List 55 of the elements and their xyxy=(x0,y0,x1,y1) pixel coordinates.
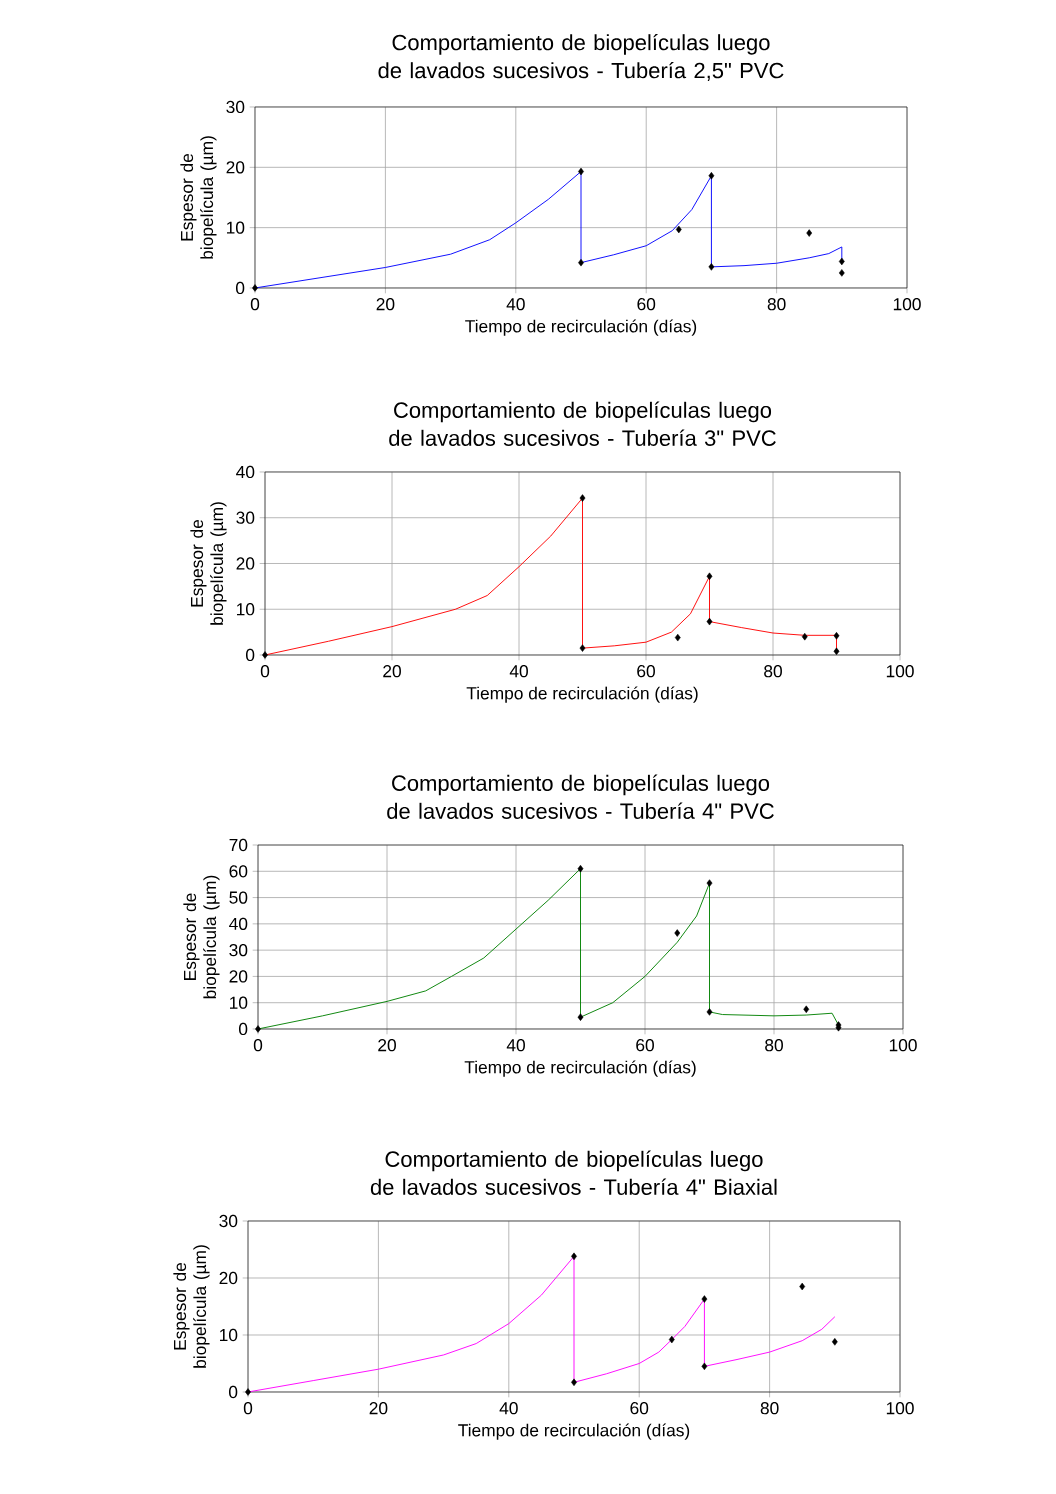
x-tick-label: 80 xyxy=(760,1402,779,1415)
y-tick-label: 60 xyxy=(229,865,248,878)
x-tick-label: 20 xyxy=(369,1402,388,1415)
y-axis-title: Espesor de biopelícula (µm) xyxy=(183,875,220,999)
x-tick-label: 40 xyxy=(506,298,525,311)
y-tick-label: 10 xyxy=(227,221,245,234)
x-tick-label: 100 xyxy=(893,298,921,311)
x-tick-label: 40 xyxy=(499,1402,518,1415)
y-tick-label: 10 xyxy=(230,996,248,1009)
x-tick-label: 20 xyxy=(383,665,401,678)
y-tick-label: 50 xyxy=(229,891,248,904)
y-axis-title: Espesor de biopelícula (µm) xyxy=(173,1245,210,1368)
x-axis-title: Tiempo de recirculación (días) xyxy=(458,1423,690,1440)
x-axis-title: Tiempo de recirculación (días) xyxy=(464,1060,696,1077)
x-axis-title: Tiempo de recirculación (días) xyxy=(466,686,698,703)
y-tick-label: 0 xyxy=(235,281,245,295)
y-tick-label: 20 xyxy=(226,161,245,174)
y-tick-label: 20 xyxy=(229,970,248,983)
x-tick-label: 0 xyxy=(260,665,270,678)
y-tick-label: 10 xyxy=(237,603,255,616)
y-tick-label: 0 xyxy=(245,648,255,662)
chart-title: Comportamiento de biopelículas luego de lavados sucesivos - Tubería 2,5" PVC xyxy=(378,33,784,81)
y-tick-label: 40 xyxy=(229,917,248,930)
x-tick-label: 20 xyxy=(378,1039,396,1052)
y-tick-label: 0 xyxy=(238,1022,248,1036)
x-tick-label: 100 xyxy=(886,1402,914,1415)
x-tick-label: 20 xyxy=(376,298,395,311)
x-tick-label: 80 xyxy=(765,1039,783,1052)
x-tick-label: 60 xyxy=(637,665,655,678)
x-tick-label: 60 xyxy=(630,1402,649,1415)
y-tick-label: 70 xyxy=(229,838,248,852)
x-tick-label: 100 xyxy=(886,665,914,678)
chart-title: Comportamiento de biopelículas luego de lavados sucesivos - Tubería 3" PVC xyxy=(389,401,776,446)
x-tick-label: 40 xyxy=(509,665,528,678)
x-tick-label: 60 xyxy=(636,1039,654,1052)
x-tick-label: 80 xyxy=(764,665,782,678)
chart-title: Comportamiento de biopelículas luego de lavados sucesivos - Tubería 4" Biaxial xyxy=(370,1150,777,1195)
x-tick-label: 0 xyxy=(253,1039,263,1052)
chart-title: Comportamiento de biopelículas luego de lavados sucesivos - Tubería 4" PVC xyxy=(387,774,774,819)
x-tick-label: 100 xyxy=(889,1039,917,1052)
y-tick-label: 40 xyxy=(236,465,255,479)
x-axis-title: Tiempo de recirculación (días) xyxy=(465,319,697,336)
x-tick-label: 40 xyxy=(506,1039,525,1052)
y-tick-label: 30 xyxy=(219,1214,238,1228)
y-tick-label: 20 xyxy=(219,1271,238,1285)
y-tick-label: 0 xyxy=(228,1385,238,1399)
y-tick-label: 30 xyxy=(229,944,248,957)
y-axis-title: Espesor de biopelícula (µm) xyxy=(180,136,217,259)
y-tick-label: 20 xyxy=(236,557,255,570)
y-tick-label: 30 xyxy=(226,100,245,114)
x-tick-label: 60 xyxy=(637,298,656,311)
x-tick-label: 80 xyxy=(767,298,786,311)
y-axis-title: Espesor de biopelícula (µm) xyxy=(190,502,227,625)
y-tick-label: 30 xyxy=(236,511,255,524)
y-tick-label: 10 xyxy=(220,1328,238,1342)
